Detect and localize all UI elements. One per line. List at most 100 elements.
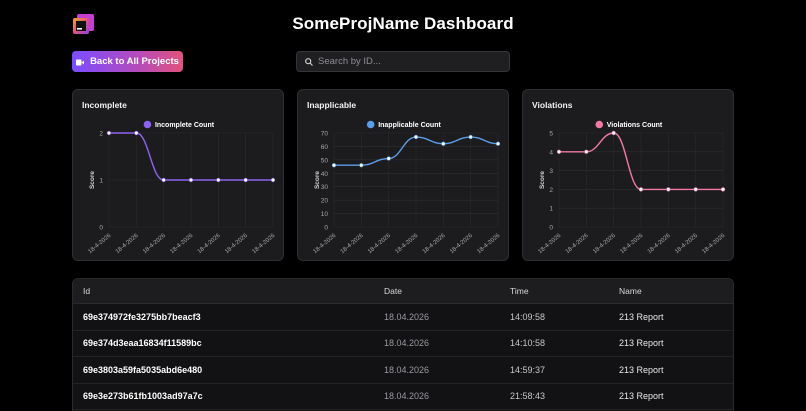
y-tick-label: 1 [549,206,553,213]
row-name: 213 Report [619,338,664,349]
column-header-id[interactable]: Id [83,286,91,296]
chart-title: Incomplete [82,100,127,110]
data-point[interactable] [693,187,698,192]
data-point[interactable] [441,141,446,146]
table-row[interactable]: 69e374972fe3275bb7beacf3 18.04.2026 14:0… [73,304,733,331]
x-tick-label: 18-4-2026 [619,233,644,256]
row-id: 69e3e273b61fb1003ad97a7c [83,391,203,402]
y-tick-label: 30 [321,184,329,191]
chart-title: Violations [532,100,573,110]
data-point[interactable] [468,134,473,140]
legend[interactable]: Inapplicable Count [366,120,442,129]
chart-title: Inapplicable [307,100,357,110]
y-tick-label: 10 [321,211,329,218]
data-point[interactable] [243,177,248,183]
x-tick-label: 18-4-2026 [224,233,249,256]
y-tick-label: 20 [321,198,329,205]
table-row[interactable]: 69e3803a59fa5035abd6e480 18.04.2026 14:5… [73,357,733,384]
data-point[interactable] [134,130,139,136]
reports-table: Id Date Time Name 69e374972fe3275bb7beac… [72,278,734,411]
x-tick-label: 18-4-2026 [340,233,365,256]
y-tick-label: 0 [99,225,103,232]
row-name: 213 Report [619,311,664,322]
row-date: 18.04.2026 [384,311,430,322]
legend[interactable]: Violations Count [595,120,663,129]
y-tick-label: 5 [549,131,553,138]
legend-label: Violations Count [607,122,663,129]
search-box[interactable] [296,51,510,72]
x-tick-label: 18-4-2026 [674,233,699,256]
row-name: 213 Report [619,391,664,402]
y-tick-label: 0 [324,225,328,232]
legend-swatch [595,120,604,129]
y-axis-label: Score [314,171,321,189]
data-point[interactable] [666,187,671,192]
data-point[interactable] [495,141,501,146]
x-tick-label: 18-4-2026 [197,233,222,256]
row-date: 18.04.2026 [384,391,430,402]
x-tick-label: 18-4-2026 [367,233,392,256]
data-point[interactable] [556,149,562,154]
legend-label: Inapplicable Count [378,122,441,129]
column-header-name[interactable]: Name [619,286,642,296]
row-date: 18.04.2026 [384,364,430,375]
y-tick-label: 2 [99,131,103,138]
table-row[interactable]: 69e3e273b61fb1003ad97a7c 18.04.2026 21:5… [73,384,733,410]
chart-card-violations: Violations 5 4 3 2 1 0 18-4-2026 18-4-2026 18-4-… [522,89,734,261]
data-point[interactable] [638,187,644,192]
x-tick-label: 18-4-2026 [394,233,419,256]
row-time: 14:59:37 [510,364,546,375]
row-time: 14:09:58 [510,311,546,322]
table-header: Id Date Time Name [73,279,733,304]
data-point[interactable] [720,187,726,192]
back-to-projects-button[interactable]: Back to All Projects [72,51,183,72]
row-id: 69e374972fe3275bb7beacf3 [83,311,201,322]
y-tick-label: 70 [321,131,329,138]
y-tick-label: 40 [321,171,329,178]
data-point[interactable] [359,163,364,168]
legend-swatch [143,120,152,129]
data-point[interactable] [216,177,221,183]
y-tick-label: 3 [549,168,553,175]
x-tick-label: 18-4-2026 [115,233,140,256]
page-title: SomeProjName Dashboard [292,14,514,33]
legend[interactable]: Incomplete Count [143,120,215,129]
table-row[interactable]: 69e374d3eaa16834f11589bc 18.04.2026 14:1… [73,331,733,357]
y-tick-label: 1 [99,178,103,185]
column-header-date[interactable]: Date [384,286,402,296]
y-tick-label: 60 [321,144,329,151]
data-point[interactable] [386,156,391,161]
row-name: 213 Report [619,364,664,375]
x-tick-label: 18-4-2026 [565,233,590,256]
x-tick-label: 18-4-2026 [647,233,672,256]
back-button-label: Back to All Projects [90,56,179,67]
y-tick-label: 4 [549,149,553,156]
legend-swatch [366,120,375,129]
row-time: 14:10:58 [510,338,546,349]
data-point[interactable] [106,130,112,136]
chart-card-incomplete: Incomplete 2 1 0 18-4-2026 18-4-2026 18-4-202… [72,89,284,261]
data-point[interactable] [584,149,589,154]
x-tick-label: 18-4-2026 [87,233,112,256]
x-tick-label: 18-4-2026 [251,233,276,256]
data-point[interactable] [270,177,276,183]
search-icon [305,53,313,71]
data-point[interactable] [413,134,419,140]
x-tick-label: 18-4-2026 [312,233,337,256]
column-header-time[interactable]: Time [510,286,529,296]
x-tick-label: 18-4-2026 [449,233,474,256]
x-tick-label: 18-4-2026 [422,233,447,256]
data-point[interactable] [161,177,166,183]
x-tick-label: 18-4-2026 [142,233,167,256]
row-id: 69e374d3eaa16834f11589bc [83,338,202,349]
x-tick-label: 18-4-2026 [537,233,562,256]
data-point[interactable] [611,130,616,136]
y-axis-label: Score [89,171,96,189]
row-id: 69e3803a59fa5035abd6e480 [83,364,203,375]
data-point[interactable] [188,177,194,183]
data-point[interactable] [331,163,337,168]
x-tick-label: 18-4-2026 [592,233,617,256]
search-input[interactable] [318,56,498,67]
